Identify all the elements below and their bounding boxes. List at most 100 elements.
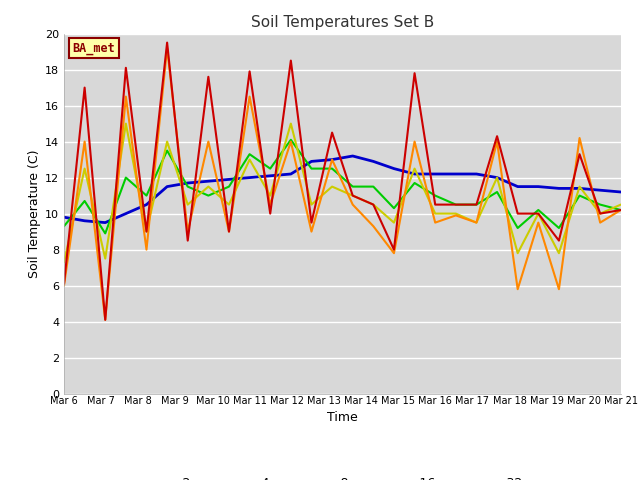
-16cm bbox=[596, 202, 604, 207]
-4cm bbox=[246, 94, 253, 99]
-4cm bbox=[60, 283, 68, 288]
-2cm bbox=[534, 211, 542, 216]
-4cm bbox=[287, 139, 294, 144]
-2cm bbox=[60, 281, 68, 287]
-2cm bbox=[576, 151, 584, 157]
-8cm bbox=[390, 220, 398, 226]
Line: -2cm: -2cm bbox=[64, 43, 621, 320]
-8cm bbox=[493, 175, 501, 180]
-8cm bbox=[308, 202, 316, 207]
-4cm bbox=[122, 94, 130, 99]
-16cm bbox=[431, 192, 439, 199]
-8cm bbox=[369, 202, 377, 207]
-4cm bbox=[617, 207, 625, 213]
-32cm bbox=[81, 218, 88, 224]
-32cm bbox=[225, 177, 233, 182]
-4cm bbox=[452, 213, 460, 218]
-32cm bbox=[369, 158, 377, 164]
-4cm bbox=[328, 156, 336, 162]
-2cm bbox=[452, 202, 460, 207]
-2cm bbox=[411, 70, 419, 76]
-8cm bbox=[184, 202, 191, 207]
-8cm bbox=[555, 251, 563, 256]
-16cm bbox=[555, 225, 563, 231]
-4cm bbox=[205, 139, 212, 144]
-32cm bbox=[246, 175, 253, 180]
-16cm bbox=[369, 184, 377, 190]
-2cm bbox=[617, 207, 625, 213]
-8cm bbox=[266, 192, 274, 199]
Text: BA_met: BA_met bbox=[72, 42, 115, 55]
-8cm bbox=[101, 256, 109, 262]
-2cm bbox=[369, 202, 377, 207]
-16cm bbox=[143, 192, 150, 199]
-16cm bbox=[122, 175, 130, 180]
-32cm bbox=[555, 185, 563, 191]
Line: -16cm: -16cm bbox=[64, 140, 621, 233]
-4cm bbox=[369, 223, 377, 229]
-32cm bbox=[205, 178, 212, 184]
-8cm bbox=[81, 166, 88, 171]
-2cm bbox=[390, 247, 398, 252]
-8cm bbox=[122, 120, 130, 126]
-32cm bbox=[143, 202, 150, 207]
-8cm bbox=[205, 184, 212, 190]
-2cm bbox=[555, 238, 563, 243]
-4cm bbox=[555, 286, 563, 292]
-32cm bbox=[266, 173, 274, 179]
-2cm bbox=[308, 220, 316, 226]
-4cm bbox=[411, 139, 419, 144]
-4cm bbox=[349, 202, 356, 207]
-16cm bbox=[617, 207, 625, 213]
-32cm bbox=[308, 158, 316, 164]
-2cm bbox=[266, 211, 274, 216]
-4cm bbox=[101, 317, 109, 323]
-32cm bbox=[452, 171, 460, 177]
-16cm bbox=[184, 184, 191, 190]
-16cm bbox=[472, 202, 480, 207]
-16cm bbox=[452, 202, 460, 207]
-8cm bbox=[246, 156, 253, 162]
-8cm bbox=[431, 211, 439, 216]
-32cm bbox=[163, 184, 171, 190]
-4cm bbox=[431, 220, 439, 226]
-32cm bbox=[472, 171, 480, 177]
-4cm bbox=[596, 220, 604, 226]
-2cm bbox=[225, 228, 233, 234]
X-axis label: Time: Time bbox=[327, 410, 358, 423]
-2cm bbox=[431, 202, 439, 207]
-8cm bbox=[163, 139, 171, 144]
-32cm bbox=[596, 187, 604, 193]
-16cm bbox=[576, 192, 584, 199]
-2cm bbox=[246, 69, 253, 74]
-2cm bbox=[514, 211, 522, 216]
Legend: -2cm, -4cm, -8cm, -16cm, -32cm: -2cm, -4cm, -8cm, -16cm, -32cm bbox=[138, 472, 547, 480]
-16cm bbox=[287, 137, 294, 143]
-8cm bbox=[143, 228, 150, 234]
-32cm bbox=[411, 171, 419, 177]
-2cm bbox=[184, 238, 191, 243]
-2cm bbox=[205, 74, 212, 80]
-8cm bbox=[576, 184, 584, 190]
-32cm bbox=[122, 211, 130, 216]
-8cm bbox=[472, 220, 480, 226]
-2cm bbox=[349, 192, 356, 199]
-32cm bbox=[184, 180, 191, 186]
-8cm bbox=[411, 166, 419, 171]
-16cm bbox=[81, 198, 88, 204]
-8cm bbox=[617, 202, 625, 207]
-32cm bbox=[514, 184, 522, 190]
Title: Soil Temperatures Set B: Soil Temperatures Set B bbox=[251, 15, 434, 30]
-16cm bbox=[225, 184, 233, 190]
-8cm bbox=[287, 120, 294, 126]
-32cm bbox=[617, 189, 625, 195]
-16cm bbox=[493, 189, 501, 195]
-16cm bbox=[101, 230, 109, 236]
-4cm bbox=[266, 202, 274, 207]
-8cm bbox=[60, 259, 68, 265]
-8cm bbox=[225, 202, 233, 207]
-4cm bbox=[514, 286, 522, 292]
-32cm bbox=[431, 171, 439, 177]
Y-axis label: Soil Temperature (C): Soil Temperature (C) bbox=[28, 149, 41, 278]
-16cm bbox=[246, 151, 253, 157]
